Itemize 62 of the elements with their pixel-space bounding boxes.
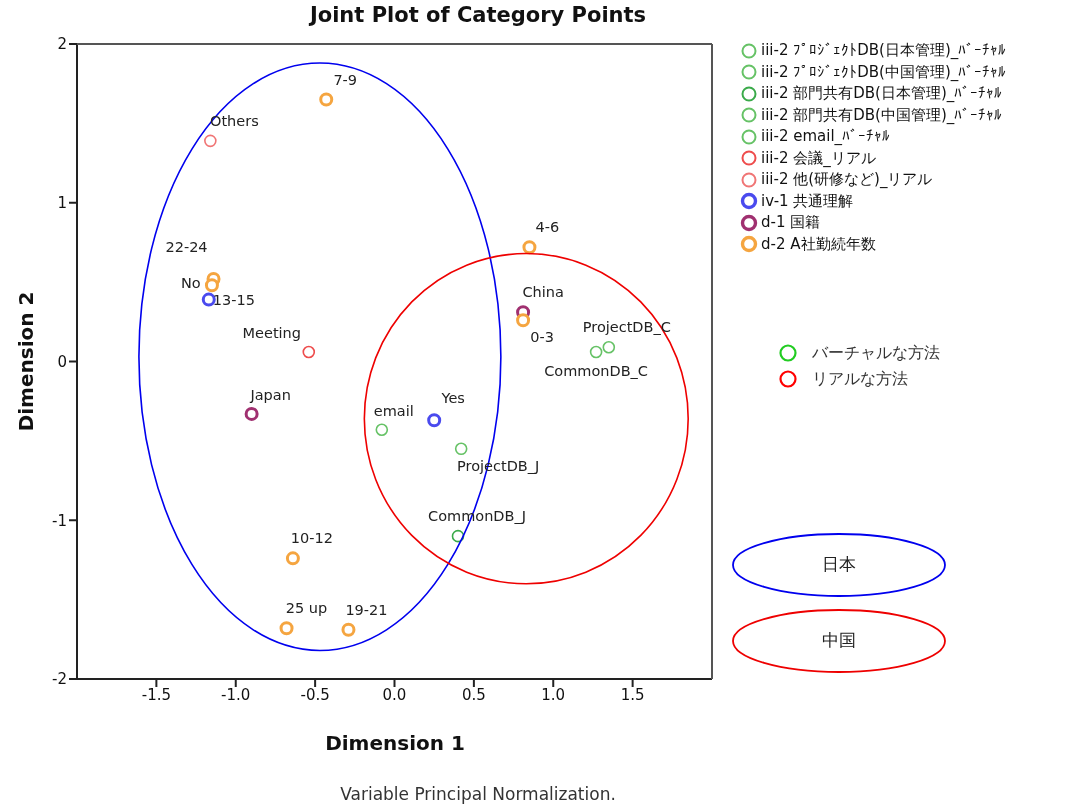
x-tick-label: 1.5 xyxy=(620,685,645,704)
annotation: Others xyxy=(209,112,259,129)
point xyxy=(375,423,389,437)
annotation: 25 up xyxy=(285,600,328,617)
y-tick-label: 0 xyxy=(57,352,67,371)
annotation: Meeting xyxy=(242,324,302,341)
chart-title: Joint Plot of Category Points xyxy=(307,3,647,27)
legend-label: iii-2 部門共有DB(中国管理)_ﾊﾞｰﾁｬﾙ xyxy=(761,104,1003,126)
annotation: 0-3 xyxy=(530,329,554,346)
x-tick-label: -1.5 xyxy=(141,685,172,704)
y-tick-label: -1 xyxy=(52,511,67,530)
point xyxy=(319,92,334,107)
x-tick-label: 0.0 xyxy=(382,685,407,704)
legend-label: d-2 A社勤続年数 xyxy=(761,233,876,255)
point xyxy=(589,345,603,359)
annotation: Yes xyxy=(440,390,465,407)
point xyxy=(602,340,616,354)
x-tick-label: 0.5 xyxy=(461,685,486,704)
point xyxy=(201,292,216,307)
point xyxy=(516,313,531,328)
point xyxy=(244,406,259,421)
x-tick-label: -0.5 xyxy=(300,685,330,704)
point xyxy=(279,621,294,636)
annotation: Japan xyxy=(249,386,291,403)
annotation: 22-24 xyxy=(165,238,208,255)
text: Variable Principal Normalization. xyxy=(340,784,616,804)
y-tick-label: 2 xyxy=(57,35,67,54)
annotation: 19-21 xyxy=(345,601,388,618)
text: バーチャルな方法 xyxy=(811,342,940,362)
annotation: email xyxy=(373,402,414,419)
point xyxy=(302,345,316,359)
point xyxy=(522,240,537,255)
legend-label: d-1 国籍 xyxy=(761,212,821,233)
legend-label: iii-2 ﾌﾟﾛｼﾞｪｸﾄDB(中国管理)_ﾊﾞｰﾁｬﾙ xyxy=(761,61,1007,83)
legend-label: iii-2 会議_リアル xyxy=(761,147,876,169)
legend-label: iv-1 共通理解 xyxy=(761,190,854,212)
point xyxy=(454,442,468,456)
text: リアルな方法 xyxy=(812,368,908,388)
point xyxy=(204,278,219,293)
annotation: 4-6 xyxy=(535,219,560,236)
point xyxy=(341,622,356,637)
annotation: 10-12 xyxy=(290,530,333,547)
y-tick-label: 1 xyxy=(57,194,67,213)
annotation: No xyxy=(180,274,201,291)
x-axis-title: Dimension 1 xyxy=(325,731,465,755)
legend-label: iii-2 email_ﾊﾞｰﾁｬﾙ xyxy=(761,126,891,147)
legend-label: iii-2 部門共有DB(日本管理)_ﾊﾞｰﾁｬﾙ xyxy=(761,83,1003,104)
annotation: 7-9 xyxy=(333,71,358,88)
x-tick-label: 1.0 xyxy=(541,685,566,704)
point xyxy=(204,134,217,148)
legend-label: iii-2 ﾌﾟﾛｼﾞｪｸﾄDB(日本管理)_ﾊﾞｰﾁｬﾙ xyxy=(761,40,1007,61)
y-axis-title: Dimension 2 xyxy=(13,291,38,432)
text: 中国 xyxy=(822,630,856,650)
y-tick-label: -2 xyxy=(52,670,67,689)
point xyxy=(285,551,300,566)
legend-label: iii-2 他(研修など)_リアル xyxy=(761,169,933,190)
annotation: 13-15 xyxy=(212,292,256,309)
annotation: CommonDB_C xyxy=(544,362,649,379)
annotation: China xyxy=(522,284,564,301)
point xyxy=(427,413,442,428)
text: 日本 xyxy=(822,554,856,574)
x-tick-label: -1.0 xyxy=(221,685,251,704)
